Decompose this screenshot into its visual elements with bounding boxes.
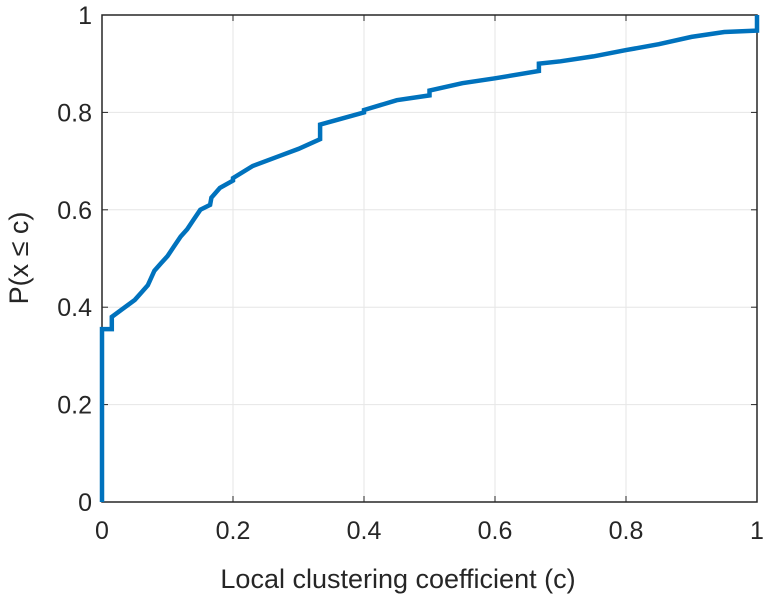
- y-tick-label: 0.8: [57, 99, 92, 127]
- x-tick-label: 1: [750, 517, 764, 545]
- y-tick-label: 0.4: [57, 294, 92, 322]
- cdf-line: [99, 15, 760, 502]
- x-tick-label: 0.6: [478, 517, 513, 545]
- y-axis-label: P(x ≤ c): [4, 212, 34, 305]
- x-tick-label: 0.2: [216, 517, 251, 545]
- plot-box: [101, 14, 758, 503]
- y-tick-label: 1: [78, 2, 92, 30]
- x-tick-label: 0.4: [347, 517, 382, 545]
- series-layer: [99, 15, 760, 502]
- axes: [101, 14, 758, 503]
- x-tick-label: 0.8: [609, 517, 644, 545]
- grid: [101, 14, 758, 503]
- tick-labels: 0 0.2 0.4 0.6 0.8 1 0 0.2 0.4 0.6 0.8 1: [57, 2, 764, 545]
- x-tick-label: 0: [95, 517, 109, 545]
- y-tick-label: 0: [78, 489, 92, 517]
- y-tick-label: 0.2: [57, 392, 92, 420]
- x-axis-label: Local clustering coefficient (c): [220, 564, 575, 594]
- y-tick-label: 0.6: [57, 197, 92, 225]
